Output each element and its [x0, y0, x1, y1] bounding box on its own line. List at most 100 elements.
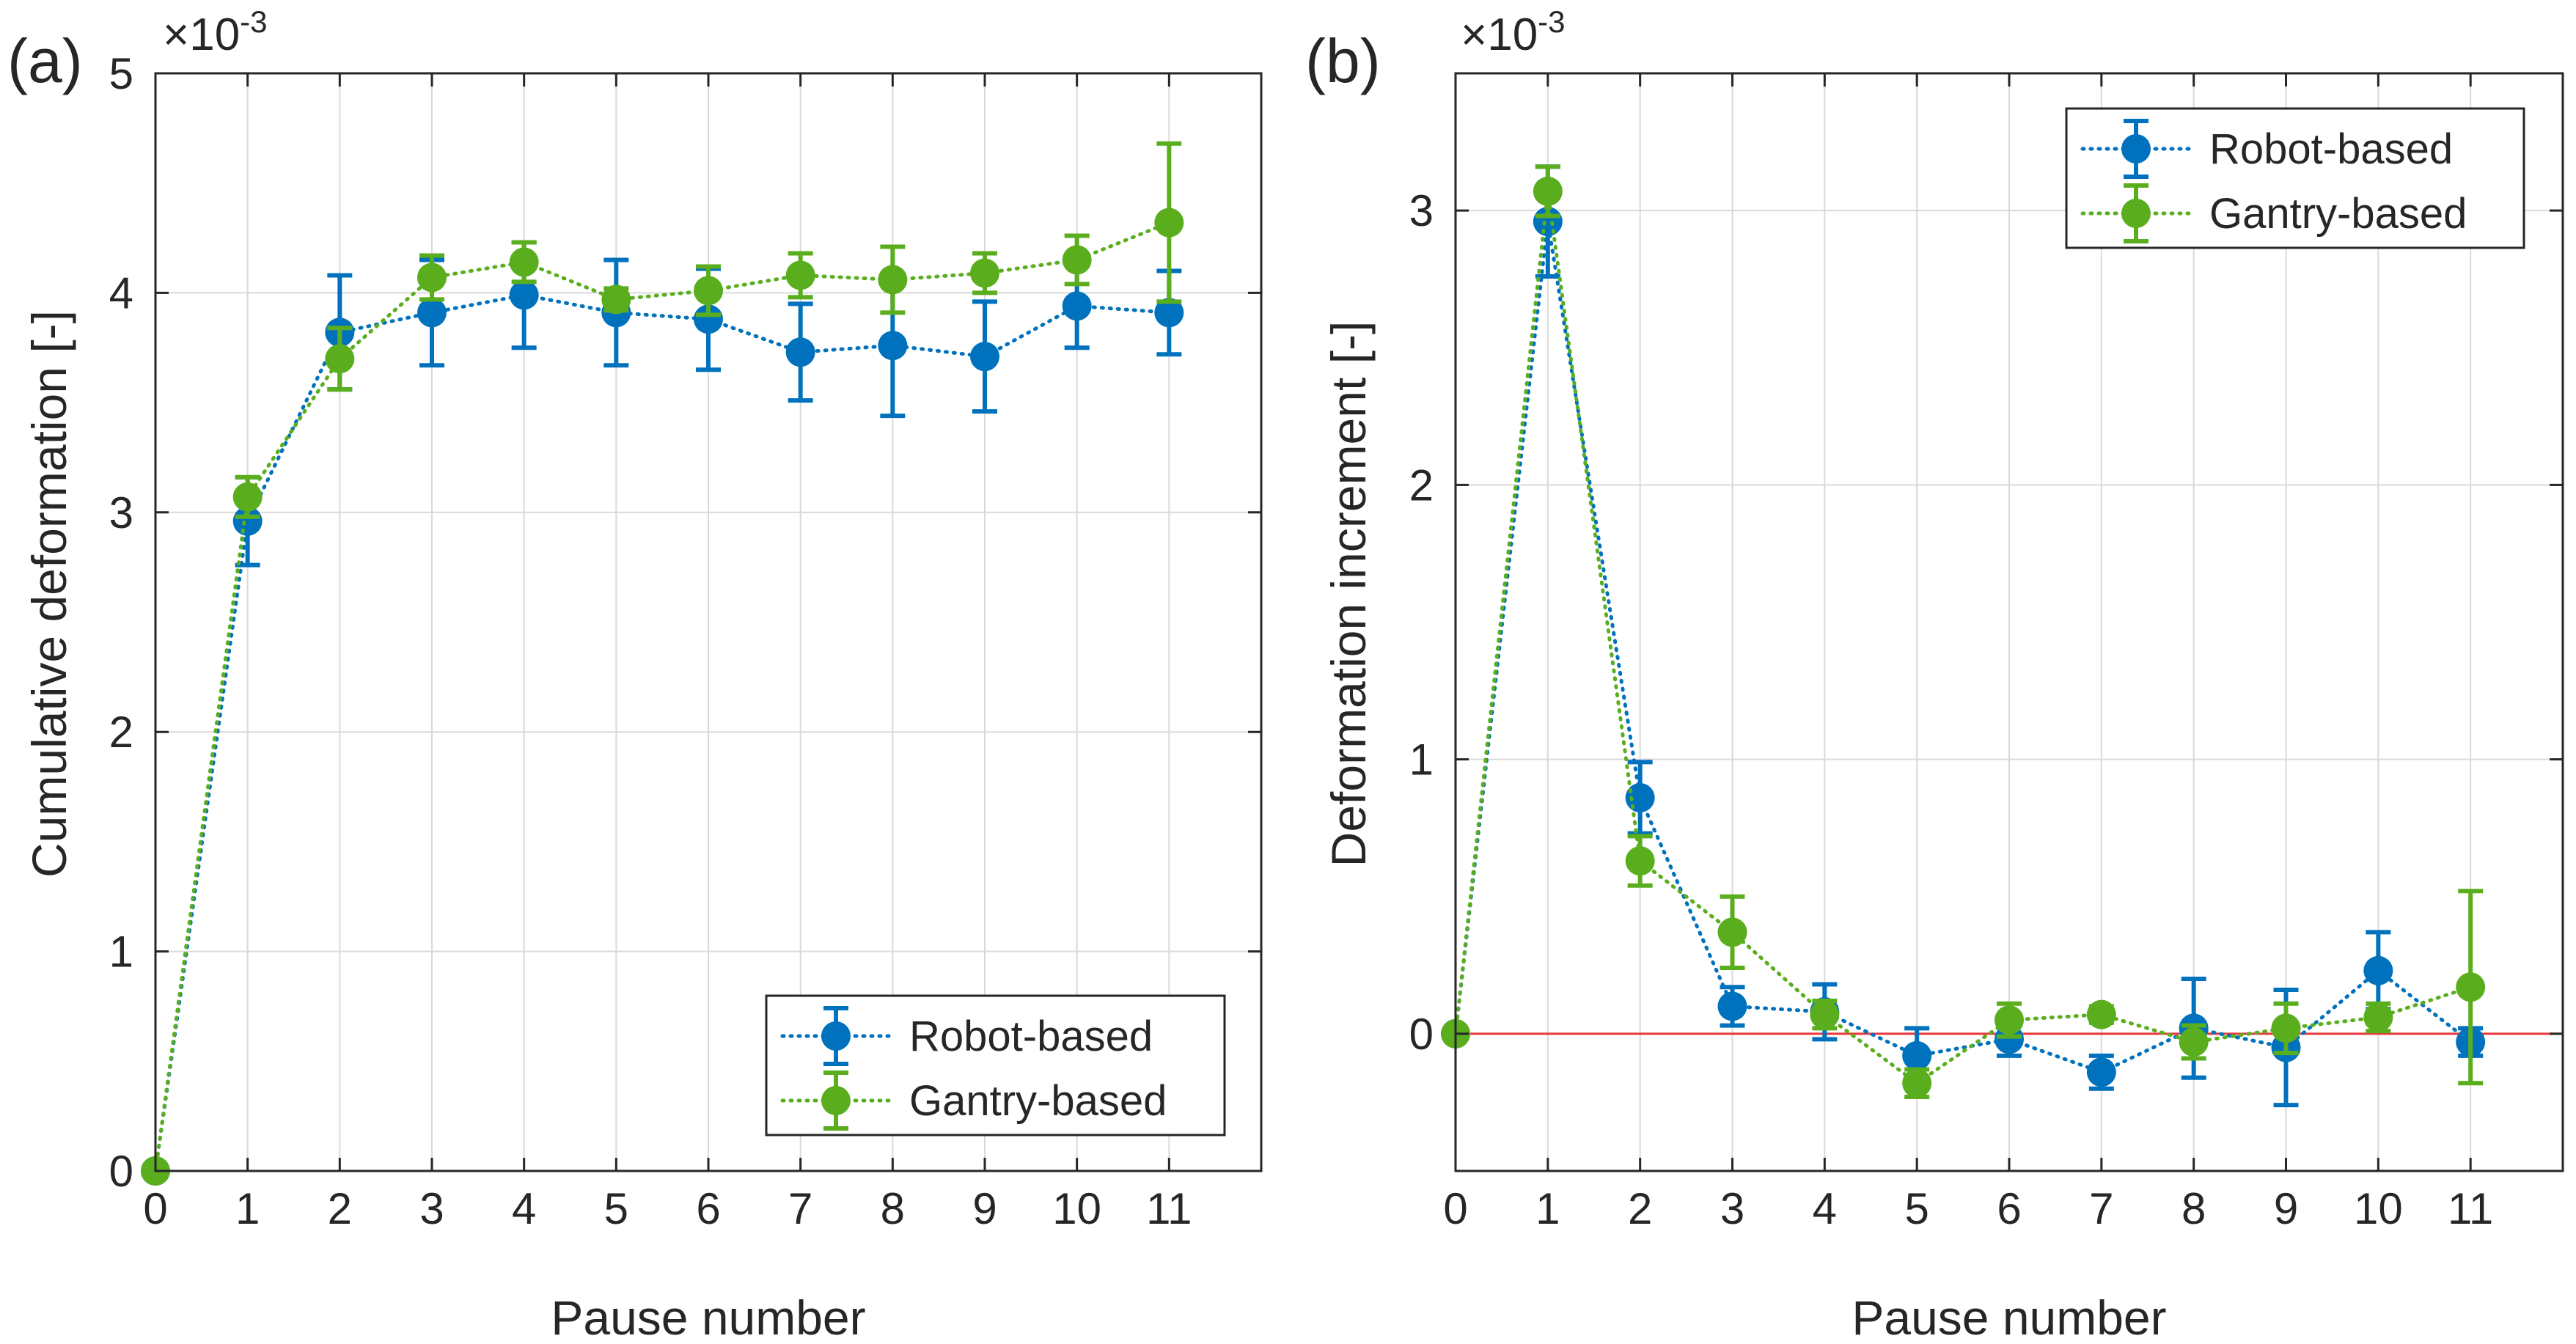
tick-labels: 0 1 2 3 4 5 6 7 8 9 10 11 0 1 2 3 4 5 [109, 49, 1192, 1233]
legend: Robot-based Gantry-based [765, 994, 1226, 1136]
x-tick-label: 8 [881, 1184, 905, 1233]
x-tick-label: 2 [1628, 1184, 1652, 1233]
series-layer [1441, 164, 2486, 1108]
data-point [970, 342, 999, 372]
exponent-base: ×10 [163, 10, 240, 60]
axes-layer [154, 72, 1263, 1172]
x-tick-label: 6 [1997, 1184, 2021, 1233]
panel-label-a: (a) [7, 26, 83, 95]
legend-label: Robot-based [909, 1013, 1153, 1060]
data-point [232, 506, 263, 536]
x-tick-label: 5 [1904, 1184, 1929, 1233]
x-tick-label: 3 [1720, 1184, 1744, 1233]
y-axis-label: Deformation increment [-] [1321, 321, 1376, 867]
series-line [1453, 221, 2473, 1074]
data-point [417, 298, 447, 328]
legend: Robot-based Gantry-based [2065, 107, 2525, 249]
data-point [509, 280, 539, 310]
series-line [153, 221, 1171, 1173]
x-tick-label: 7 [2089, 1184, 2113, 1233]
exponent-base: ×10 [1461, 10, 1538, 60]
x-tick-label: 9 [2274, 1184, 2298, 1233]
x-tick-label: 10 [2354, 1184, 2403, 1233]
legend-label: Gantry-based [909, 1077, 1167, 1125]
series-line [1453, 191, 2473, 1086]
data-point [1154, 298, 1184, 328]
data-point [1717, 917, 1747, 947]
data-point [2086, 999, 2116, 1029]
y-tick-label: 2 [109, 708, 133, 757]
y-tick-label: 5 [109, 49, 133, 98]
data-point [1062, 245, 1092, 275]
x-tick-label: 0 [143, 1184, 167, 1233]
x-tick-label: 11 [1146, 1184, 1192, 1233]
x-tick-label: 6 [696, 1184, 720, 1233]
x-axis-label: Pause number [551, 1290, 865, 1344]
y-tick-label: 3 [109, 488, 133, 537]
x-tick-label: 0 [1443, 1184, 1467, 1233]
data-point [2179, 1027, 2209, 1057]
y-tick-label: 4 [109, 268, 133, 317]
data-point [785, 337, 815, 367]
x-tick-label: 4 [512, 1184, 536, 1233]
legend-marker [2121, 199, 2151, 228]
x-tick-label: 9 [972, 1184, 997, 1233]
x-tick-label: 7 [788, 1184, 812, 1233]
legend-marker [821, 1021, 851, 1051]
data-point [2271, 1013, 2301, 1043]
data-point [1154, 208, 1184, 238]
y-exponent-label: ×10-3 [163, 4, 268, 60]
y-tick-label: 0 [109, 1147, 133, 1196]
x-tick-label: 5 [604, 1184, 628, 1233]
exponent-power: -3 [1538, 4, 1565, 39]
data-point [694, 304, 723, 334]
legend-label: Gantry-based [2209, 190, 2467, 238]
series-line [153, 293, 1171, 1173]
y-tick-label: 0 [1409, 1010, 1434, 1059]
x-tick-label: 11 [2448, 1184, 2493, 1233]
data-point [1902, 1040, 1932, 1071]
data-point [2086, 1057, 2116, 1087]
y-tick-label: 1 [109, 928, 133, 977]
x-tick-label: 10 [1052, 1184, 1101, 1233]
x-tick-label: 2 [328, 1184, 352, 1233]
data-point [2363, 955, 2393, 985]
y-exponent-label: ×10-3 [1461, 4, 1566, 60]
x-tick-label: 3 [419, 1184, 444, 1233]
data-point [509, 247, 539, 277]
data-point [1902, 1068, 1932, 1098]
data-point [1625, 846, 1655, 876]
x-axis-label: Pause number [1852, 1290, 2166, 1344]
series-robot-based [1441, 164, 2486, 1108]
data-point [878, 331, 908, 361]
y-tick-label: 1 [1409, 735, 1434, 785]
data-point [1810, 999, 1840, 1029]
legend-label: Robot-based [2209, 125, 2453, 173]
panel-b: 0 1 2 3 4 5 6 7 8 9 10 11 0 1 2 3 (b) ×10-3 Pause numbe… [1305, 4, 2564, 1344]
legend-marker [2121, 134, 2151, 164]
y-tick-label: 2 [1409, 460, 1434, 510]
data-point [232, 482, 263, 512]
data-point [1533, 176, 1563, 206]
data-point [878, 265, 908, 295]
data-point [970, 258, 999, 288]
series-gantry-based [141, 141, 1184, 1186]
data-point [325, 344, 355, 374]
data-point [785, 260, 815, 290]
data-point [417, 262, 447, 293]
x-tick-label: 4 [1813, 1184, 1837, 1233]
tick-labels: 0 1 2 3 4 5 6 7 8 9 10 11 0 1 2 3 [1409, 186, 2494, 1233]
data-point [2363, 1002, 2393, 1032]
data-point [2456, 972, 2486, 1002]
y-tick-label: 3 [1409, 186, 1434, 235]
y-axis-label: Cumulative deformation [-] [22, 310, 76, 878]
panel-a: 0 1 2 3 4 5 6 7 8 9 10 11 0 1 2 3 4 5 (a) ×10-3 Pause num… [7, 4, 1263, 1344]
legend-marker [821, 1086, 851, 1115]
panel-label-b: (b) [1305, 26, 1381, 95]
series-gantry-based [1441, 164, 2486, 1099]
series-layer [141, 141, 1184, 1186]
data-point [694, 276, 723, 306]
x-tick-label: 1 [1535, 1184, 1560, 1233]
data-point [1717, 991, 1747, 1021]
